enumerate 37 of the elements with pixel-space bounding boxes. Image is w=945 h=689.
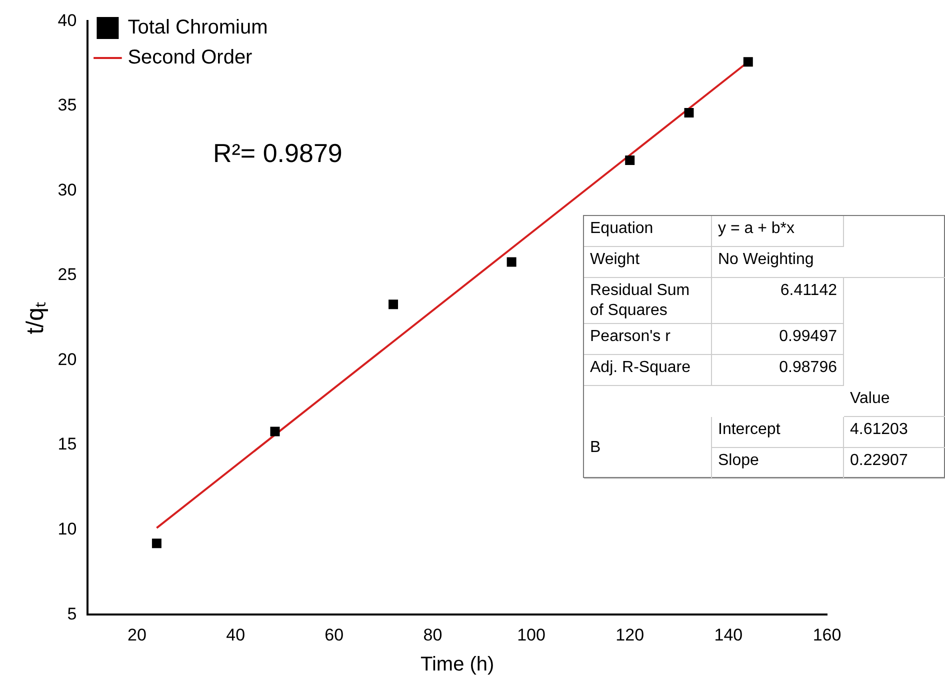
annotation: Pearson's r [584,324,712,355]
x-tick-label: 140 [714,625,743,644]
text: 0.22907 [850,452,908,469]
annotation: y = a + b*x [712,216,844,247]
annotation: No Weighting [712,247,945,278]
annotation: Residual Sum of Squares [584,278,712,324]
y-tick-label: 35 [58,96,77,115]
annotation: 0.98796 [712,355,844,386]
y-tick-label: 15 [58,434,77,454]
annotation: 6.41142 [712,278,844,324]
x-tick-label: 60 [324,625,344,644]
y-axis-title: t/qₜ [22,302,50,334]
annotation: Slope [712,448,844,479]
text: 4.61203 [850,421,908,438]
annotation: Equation [584,216,712,247]
y-tick-label: 10 [58,520,77,539]
y-tick-label: 25 [58,265,77,284]
y-tick-label: 40 [58,10,77,30]
annotation: R²= 0.9879 [213,138,342,169]
x-tick-label: 20 [128,625,146,644]
y-tick-label: 5 [67,604,77,624]
annotation: Weight [584,247,712,278]
x-tick-label: 80 [423,625,442,644]
x-tick-label: 40 [226,625,246,644]
legend-label: Second Order [128,46,253,69]
annotation: 0.99497 [712,324,844,355]
x-tick-label: 160 [812,625,842,644]
annotation: Intercept [712,417,844,448]
x-tick-label: 120 [616,625,644,644]
y-tick-label: 30 [58,180,77,200]
annotation: Adj. R-Square [584,355,712,386]
annotation: B [584,417,712,479]
x-axis-title: Time (h) [420,654,494,676]
legend-label: Total Chromium [128,16,268,39]
text: Value [850,390,890,407]
y-tick-label: 20 [58,350,77,369]
x-tick-label: 100 [517,625,546,644]
